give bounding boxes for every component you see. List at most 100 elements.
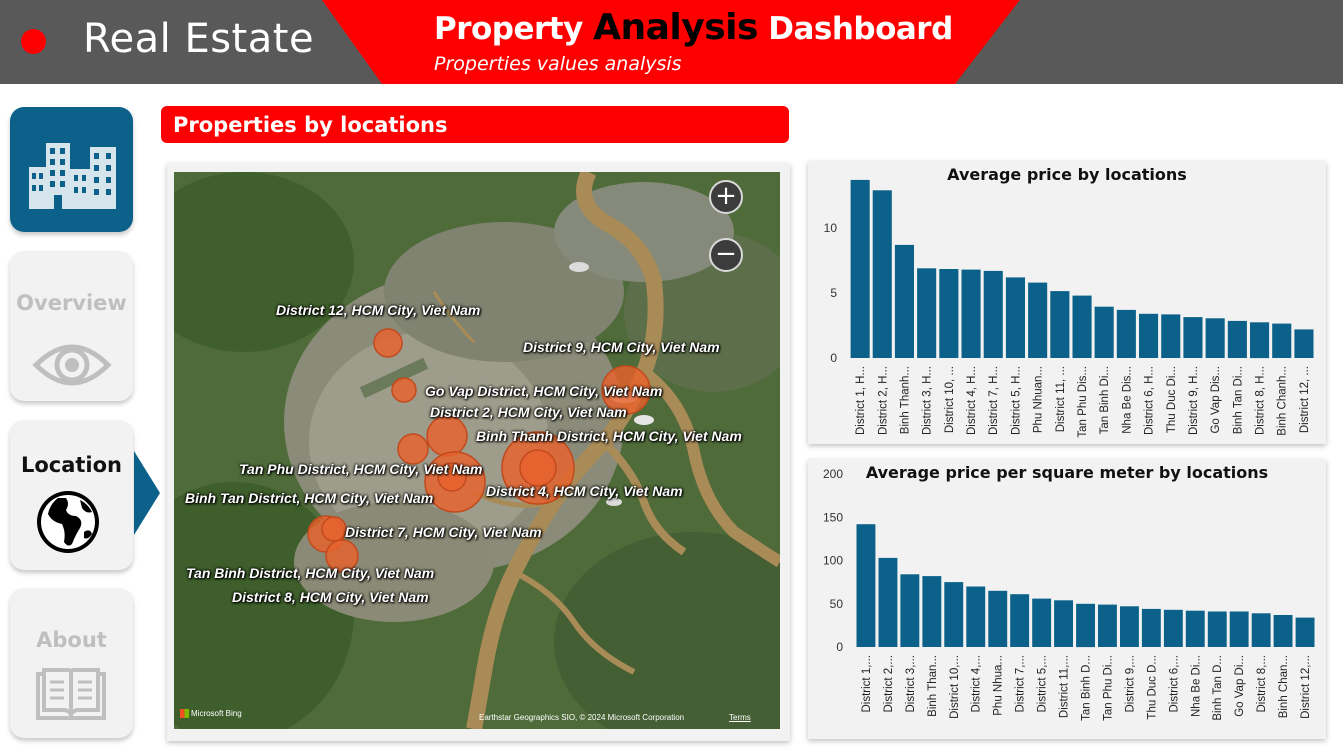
avg-price-category-label: Binh Thanh... bbox=[900, 366, 912, 434]
page-subtitle: Properties values analysis bbox=[434, 53, 682, 75]
avg-price-bar[interactable] bbox=[1005, 277, 1025, 358]
avg-price-category-label: District 4, H... bbox=[966, 366, 978, 435]
avg-price-sqm-y-tick-label: 150 bbox=[823, 510, 843, 524]
avg-price-sqm-category-label: Tan Binh D... bbox=[1081, 655, 1093, 721]
map-label-go-vap: Go Vap District, HCM City, Viet Nam bbox=[425, 383, 663, 399]
avg-price-sqm-category-label: District 5,... bbox=[1037, 655, 1049, 713]
bubble-district-2 bbox=[426, 415, 468, 457]
avg-price-sqm-bar[interactable] bbox=[1163, 609, 1183, 647]
avg-price-category-label: Phu Nhuan... bbox=[1033, 366, 1045, 433]
avg-price-bar[interactable] bbox=[1028, 282, 1048, 358]
avg-price-sqm-bar[interactable] bbox=[922, 576, 942, 647]
map-attribution: Earthstar Geographics SIO, © 2024 Micros… bbox=[479, 713, 685, 722]
bing-logo-text: Microsoft Bing bbox=[191, 709, 242, 718]
avg-price-category-label: District 9, H... bbox=[1188, 366, 1200, 435]
map-label-district-2: District 2, HCM City, Viet Nam bbox=[430, 404, 627, 420]
map-label-district-9: District 9, HCM City, Viet Nam bbox=[523, 339, 720, 355]
avg-price-sqm-bar[interactable] bbox=[1010, 594, 1030, 647]
avg-price-bar[interactable] bbox=[1116, 309, 1136, 358]
avg-price-bar[interactable] bbox=[1205, 318, 1225, 358]
properties-map[interactable]: District 12, HCM City, Viet Nam District… bbox=[174, 172, 780, 729]
avg-price-sqm-category-label: District 7,... bbox=[1015, 655, 1027, 713]
avg-price-sqm-bar[interactable] bbox=[1185, 610, 1205, 647]
nav-about-button[interactable]: About bbox=[10, 588, 133, 738]
satellite-map-background bbox=[174, 172, 780, 729]
map-label-binh-tan: Binh Tan District, HCM City, Viet Nam bbox=[185, 490, 434, 506]
zoom-in-button[interactable]: + bbox=[709, 180, 743, 214]
avg-price-category-label: District 2, H... bbox=[877, 366, 889, 435]
title-suffix: Dashboard bbox=[757, 11, 953, 47]
avg-price-category-label: District 3, H... bbox=[922, 366, 934, 435]
map-label-tan-binh: Tan Binh District, HCM City, Viet Nam bbox=[186, 565, 435, 581]
buildings-icon bbox=[29, 143, 116, 209]
avg-price-sqm-bar[interactable] bbox=[1076, 603, 1095, 648]
avg-price-category-label: District 1, H... bbox=[855, 366, 867, 435]
avg-price-sqm-bar[interactable] bbox=[1032, 598, 1052, 647]
avg-price-category-label: District 10, ... bbox=[944, 366, 956, 433]
avg-price-sqm-bar[interactable] bbox=[1251, 613, 1271, 647]
avg-price-sqm-category-label: District 8,... bbox=[1256, 655, 1268, 713]
avg-price-bar[interactable] bbox=[1272, 323, 1292, 358]
avg-price-category-label: District 12, ... bbox=[1299, 366, 1311, 433]
avg-price-sqm-bar[interactable] bbox=[900, 574, 920, 647]
avg-price-category-label: Tan Binh Di... bbox=[1099, 366, 1111, 434]
avg-price-bar[interactable] bbox=[1227, 320, 1247, 358]
avg-price-bar[interactable] bbox=[961, 269, 981, 358]
avg-price-bar[interactable] bbox=[1094, 306, 1114, 358]
avg-price-bar[interactable] bbox=[894, 244, 914, 358]
avg-price-y-tick-label: 10 bbox=[824, 221, 838, 235]
map-terms-link[interactable]: Terms bbox=[729, 713, 751, 722]
avg-price-category-label: Tan Phu Dis... bbox=[1077, 366, 1089, 438]
avg-price-sqm-category-label: District 9,... bbox=[1124, 655, 1136, 713]
avg-price-sqm-category-label: District 3,... bbox=[905, 655, 917, 713]
map-label-district-7: District 7, HCM City, Viet Nam bbox=[345, 524, 542, 540]
avg-price-bar[interactable] bbox=[1294, 329, 1314, 358]
header-title-ribbon bbox=[322, 0, 1343, 84]
avg-price-bar[interactable] bbox=[1161, 314, 1181, 358]
avg-price-sqm-bar[interactable] bbox=[1098, 604, 1117, 647]
avg-price-bar[interactable] bbox=[1072, 295, 1092, 358]
avg-price-sqm-bar[interactable] bbox=[988, 590, 1008, 647]
avg-price-sqm-bar[interactable] bbox=[1054, 600, 1073, 647]
avg-price-bar[interactable] bbox=[1139, 313, 1159, 358]
avg-price-sqm-y-tick-label: 50 bbox=[830, 597, 844, 611]
bubble-tan-binh bbox=[325, 539, 359, 573]
avg-price-sqm-bar[interactable] bbox=[1295, 617, 1315, 647]
avg-price-category-label: Nha Be Dis... bbox=[1121, 366, 1133, 434]
brand-dot-icon bbox=[21, 29, 46, 54]
avg-price-bar[interactable] bbox=[850, 179, 870, 358]
zoom-out-button[interactable]: − bbox=[709, 238, 743, 272]
avg-price-sqm-bar[interactable] bbox=[944, 582, 964, 647]
avg-price-category-label: Binh Chanh... bbox=[1277, 366, 1289, 436]
nav-overview-button[interactable]: Overview bbox=[10, 251, 133, 401]
avg-price-sqm-bar[interactable] bbox=[1141, 608, 1161, 647]
avg-price-sqm-category-label: District 12,... bbox=[1300, 655, 1312, 719]
nav-location-button[interactable]: Location bbox=[10, 420, 133, 570]
bing-logo-icon bbox=[180, 709, 189, 719]
bubble-district-12 bbox=[373, 328, 403, 358]
avg-price-sqm-category-label: Thu Duc D... bbox=[1146, 655, 1158, 720]
nav-home-button[interactable] bbox=[10, 107, 133, 232]
avg-price-bar[interactable] bbox=[872, 190, 892, 358]
avg-price-y-tick-label: 0 bbox=[830, 351, 837, 365]
avg-price-bar[interactable] bbox=[939, 269, 959, 358]
avg-price-sqm-chart-card: Average price per square meter by locati… bbox=[808, 459, 1326, 739]
avg-price-sqm-bar[interactable] bbox=[1120, 606, 1139, 647]
avg-price-sqm-bar[interactable] bbox=[856, 524, 876, 647]
avg-price-sqm-bar[interactable] bbox=[966, 586, 986, 648]
avg-price-y-tick-label: 5 bbox=[830, 286, 837, 300]
avg-price-sqm-bar[interactable] bbox=[1207, 611, 1227, 648]
bubble-binh-thanh bbox=[397, 433, 429, 465]
avg-price-bar[interactable] bbox=[1250, 322, 1270, 359]
avg-price-bar[interactable] bbox=[917, 268, 937, 358]
avg-price-bar[interactable] bbox=[1183, 317, 1203, 358]
avg-price-sqm-bar[interactable] bbox=[878, 557, 898, 647]
avg-price-sqm-bar[interactable] bbox=[1229, 611, 1249, 648]
avg-price-sqm-category-label: District 4,... bbox=[971, 655, 983, 713]
avg-price-bar[interactable] bbox=[983, 270, 1003, 358]
avg-price-sqm-y-tick-label: 200 bbox=[823, 467, 843, 481]
page-title: Property Analysis Dashboard bbox=[434, 7, 953, 48]
avg-price-sqm-bar[interactable] bbox=[1273, 615, 1293, 647]
avg-price-bar[interactable] bbox=[1050, 291, 1070, 358]
avg-price-sqm-bar-chart: 0 50 100 150 200 District 1,... District 2,...… bbox=[823, 467, 1315, 721]
